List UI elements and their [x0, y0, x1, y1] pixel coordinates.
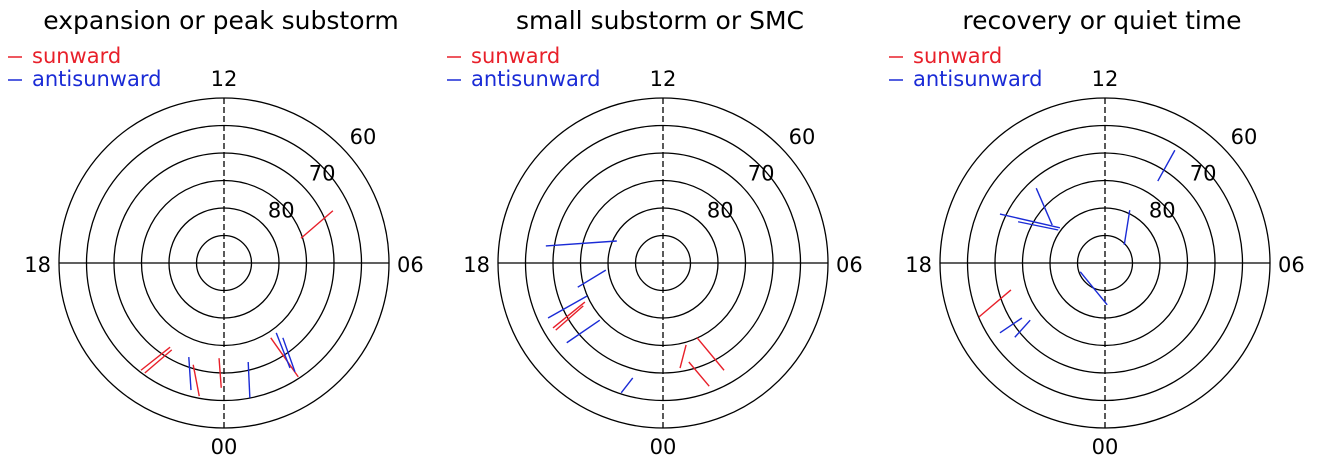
legend-label: sunward: [32, 44, 121, 68]
vector: [999, 213, 1061, 229]
vector: [978, 289, 1012, 318]
panel-title: expansion or peak substorm: [43, 6, 398, 35]
vector: [552, 301, 586, 329]
ring-label: 70: [748, 162, 775, 186]
hour-label: 06: [1278, 253, 1305, 277]
legend-label: sunward: [471, 44, 560, 68]
hour-label: 18: [463, 253, 490, 277]
hour-label: 12: [1092, 67, 1119, 91]
vector: [218, 358, 222, 388]
hour-label: 00: [650, 435, 677, 459]
ring-label: 70: [1190, 162, 1217, 186]
hour-label: 00: [1092, 435, 1119, 459]
vector: [620, 377, 634, 394]
hour-label: 12: [650, 67, 677, 91]
legend-label: antisunward: [32, 67, 161, 91]
vector: [696, 337, 725, 371]
vector: [688, 361, 710, 387]
vector: [545, 240, 617, 247]
vector: [547, 295, 588, 319]
panel-title: recovery or quiet time: [962, 6, 1241, 35]
vector: [1157, 149, 1176, 182]
vector: [1123, 210, 1131, 245]
vector: [140, 346, 171, 371]
hour-label: 18: [905, 253, 932, 277]
ring-label: 60: [350, 125, 377, 149]
hour-label: 18: [24, 253, 51, 277]
legend-label: sunward: [913, 44, 1002, 68]
vector: [300, 210, 334, 239]
hour-label: 12: [211, 67, 238, 91]
ring-label: 60: [1231, 125, 1258, 149]
vector: [999, 317, 1023, 334]
hour-label: 00: [211, 435, 238, 459]
vector: [1079, 271, 1108, 306]
vector: [1014, 319, 1031, 338]
vector: [247, 361, 251, 398]
panel-title: small substorm or SMC: [516, 6, 804, 35]
vector: [188, 357, 192, 391]
hour-label: 06: [836, 253, 863, 277]
ring-label: 70: [309, 162, 336, 186]
hour-label: 06: [397, 253, 424, 277]
vector: [555, 305, 584, 331]
vector: [192, 364, 200, 397]
legend-label: antisunward: [913, 67, 1042, 91]
ring-label: 80: [1149, 198, 1176, 222]
vector: [1035, 187, 1053, 226]
legend-label: antisunward: [471, 67, 600, 91]
vector: [282, 337, 296, 373]
vector: [577, 269, 607, 288]
vector: [679, 344, 687, 369]
ring-label: 80: [268, 198, 295, 222]
vector: [275, 332, 291, 369]
vector: [1017, 221, 1059, 231]
vector: [144, 349, 173, 374]
vector: [566, 319, 601, 344]
ring-label: 60: [789, 125, 816, 149]
ring-label: 80: [707, 198, 734, 222]
